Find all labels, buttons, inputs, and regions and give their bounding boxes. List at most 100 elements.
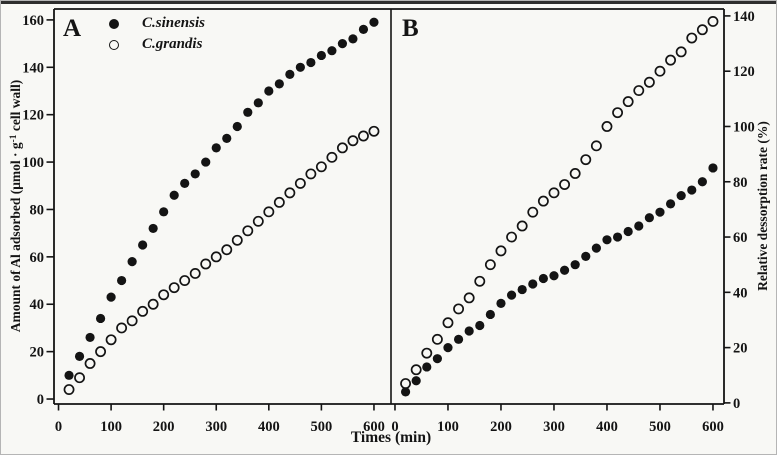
data-point-C.grandis-panel-B bbox=[580, 154, 592, 166]
data-point-C.sinensis-panel-A bbox=[274, 79, 284, 89]
data-point-C.sinensis-panel-A bbox=[64, 370, 74, 380]
data-point-C.grandis-panel-B bbox=[431, 333, 443, 345]
data-point-C.grandis-panel-A bbox=[336, 142, 348, 154]
data-point-C.grandis-panel-A bbox=[231, 234, 243, 246]
left-y-tick-label: 60 bbox=[30, 250, 45, 266]
data-point-C.grandis-panel-A bbox=[284, 187, 296, 199]
x-tick-label: 600 bbox=[702, 419, 724, 435]
data-point-C.sinensis-panel-B bbox=[443, 343, 453, 353]
data-point-C.sinensis-panel-A bbox=[327, 46, 337, 56]
x-tick-label: 0 bbox=[55, 419, 62, 435]
data-point-C.sinensis-panel-A bbox=[180, 178, 190, 188]
data-point-C.grandis-panel-B bbox=[410, 364, 422, 376]
data-point-C.grandis-panel-A bbox=[158, 289, 170, 301]
left-y-axis-title-text: Amount of Al adsorbed (μmol · g bbox=[8, 142, 23, 333]
data-point-C.grandis-panel-B bbox=[421, 347, 433, 359]
data-point-C.grandis-panel-A bbox=[147, 298, 159, 310]
left-y-tick-label: 100 bbox=[22, 155, 44, 171]
data-point-C.sinensis-panel-A bbox=[253, 98, 263, 108]
data-point-C.grandis-panel-A bbox=[305, 168, 317, 180]
left-y-tick-label: 40 bbox=[30, 297, 45, 313]
data-point-C.sinensis-panel-B bbox=[528, 279, 538, 289]
data-point-C.grandis-panel-B bbox=[506, 231, 518, 243]
data-point-C.sinensis-panel-A bbox=[369, 17, 379, 27]
x-tick-label: 600 bbox=[363, 419, 385, 435]
data-point-C.grandis-panel-B bbox=[474, 275, 486, 287]
panel-a-label: A bbox=[63, 15, 82, 42]
data-point-C.sinensis-panel-B bbox=[665, 199, 676, 209]
left-y-tick-label: 80 bbox=[30, 202, 45, 218]
data-point-C.sinensis-panel-A bbox=[264, 86, 274, 96]
data-point-C.sinensis-panel-A bbox=[348, 34, 358, 44]
data-point-C.grandis-panel-A bbox=[273, 196, 285, 208]
data-point-C.sinensis-panel-A bbox=[201, 157, 211, 167]
data-point-C.sinensis-panel-A bbox=[222, 133, 232, 143]
data-point-C.grandis-panel-B bbox=[696, 24, 708, 36]
data-point-C.sinensis-panel-B bbox=[549, 271, 559, 281]
right-y-tick-label: 140 bbox=[733, 9, 755, 25]
data-point-C.grandis-panel-A bbox=[105, 334, 117, 346]
data-point-C.sinensis-panel-B bbox=[570, 260, 580, 270]
legend: C.sinensis C.grandis bbox=[109, 13, 205, 55]
data-point-C.grandis-panel-A bbox=[315, 161, 327, 173]
data-point-C.sinensis-panel-B bbox=[411, 376, 421, 386]
data-point-C.grandis-panel-A bbox=[189, 267, 201, 279]
data-point-C.sinensis-panel-B bbox=[623, 226, 633, 237]
data-point-C.grandis-panel-A bbox=[74, 372, 86, 384]
data-point-C.sinensis-panel-B bbox=[602, 235, 612, 245]
data-point-C.grandis-panel-B bbox=[442, 317, 454, 329]
x-tick-label: 200 bbox=[490, 419, 512, 435]
data-point-C.sinensis-panel-B bbox=[634, 221, 644, 231]
x-tick-label: 400 bbox=[596, 419, 618, 435]
data-point-C.grandis-panel-B bbox=[654, 65, 666, 77]
x-tick-label: 0 bbox=[391, 419, 398, 435]
data-point-C.grandis-panel-B bbox=[516, 220, 528, 232]
left-y-tick-label: 120 bbox=[22, 108, 44, 124]
right-y-tick-label: 80 bbox=[733, 175, 748, 191]
left-y-tick-label: 20 bbox=[30, 345, 45, 361]
data-point-C.grandis-panel-A bbox=[95, 346, 107, 358]
data-point-C.grandis-panel-B bbox=[590, 140, 602, 152]
data-point-C.grandis-panel-B bbox=[453, 303, 465, 315]
data-point-C.grandis-panel-B bbox=[463, 292, 475, 304]
data-point-C.sinensis-panel-B bbox=[464, 326, 474, 336]
data-point-C.grandis-panel-A bbox=[358, 130, 369, 142]
top-border-rule bbox=[1, 1, 776, 4]
data-point-C.sinensis-panel-B bbox=[697, 177, 707, 187]
data-point-C.grandis-panel-A bbox=[294, 177, 306, 189]
data-point-C.grandis-panel-A bbox=[200, 258, 212, 270]
data-point-C.sinensis-panel-B bbox=[687, 185, 697, 195]
data-point-C.sinensis-panel-B bbox=[400, 387, 411, 397]
x-tick-label: 100 bbox=[100, 419, 122, 435]
x-tick-label: 100 bbox=[437, 419, 459, 435]
data-point-C.grandis-panel-A bbox=[126, 315, 138, 327]
data-point-C.sinensis-panel-A bbox=[74, 351, 85, 361]
data-point-C.grandis-panel-B bbox=[484, 259, 496, 271]
data-point-C.sinensis-panel-B bbox=[591, 243, 601, 253]
data-point-C.grandis-panel-A bbox=[210, 251, 222, 263]
left-y-axis-title-text-end: cell wall) bbox=[8, 79, 23, 135]
data-point-C.grandis-panel-B bbox=[601, 121, 613, 132]
x-tick-label: 500 bbox=[311, 419, 333, 435]
data-point-C.grandis-panel-A bbox=[179, 275, 191, 286]
right-y-tick-label: 120 bbox=[733, 64, 755, 80]
data-point-C.sinensis-panel-B bbox=[644, 213, 654, 223]
left-y-tick-label: 140 bbox=[22, 60, 44, 76]
data-point-C.grandis-panel-A bbox=[137, 305, 149, 317]
data-point-C.sinensis-panel-A bbox=[117, 275, 127, 286]
data-point-C.grandis-panel-B bbox=[527, 206, 539, 218]
data-point-C.grandis-panel-B bbox=[569, 168, 581, 179]
data-point-C.sinensis-panel-A bbox=[106, 292, 116, 302]
data-point-C.grandis-panel-B bbox=[707, 15, 719, 27]
data-point-C.sinensis-panel-A bbox=[211, 143, 221, 153]
legend-label-grandis: C.grandis bbox=[142, 36, 203, 52]
data-point-C.sinensis-panel-A bbox=[148, 223, 158, 234]
data-point-C.sinensis-panel-B bbox=[453, 334, 464, 344]
left-y-tick-label: 160 bbox=[22, 13, 44, 29]
data-point-C.grandis-panel-A bbox=[168, 282, 180, 294]
data-point-C.sinensis-panel-A bbox=[243, 107, 253, 117]
data-point-C.grandis-panel-A bbox=[368, 125, 380, 137]
data-point-C.sinensis-panel-A bbox=[295, 62, 305, 72]
